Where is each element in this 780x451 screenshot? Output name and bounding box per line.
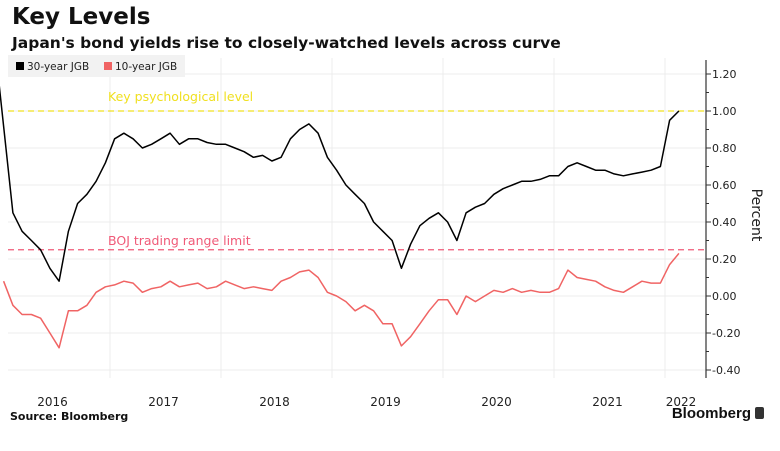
legend-label: 10-year JGB — [115, 61, 177, 73]
y-tick-label: 1.20 — [712, 68, 737, 81]
x-tick-label: 2022 — [666, 395, 697, 409]
reference-lines: Key psychological level BOJ trading range… — [8, 89, 706, 251]
legend-box — [8, 55, 185, 77]
brand-text: Bloomberg — [671, 405, 751, 422]
y-tick-label: 1.00 — [712, 105, 737, 118]
y-axis: 1.20 1.00 0.80 0.60 0.40 0.20 0.00 -0.20 -0.40 Pe… — [705, 60, 764, 378]
series-lines — [0, 85, 680, 349]
y-tick-label: 0.40 — [712, 216, 737, 229]
y-tick-label: 0.20 — [712, 253, 737, 266]
x-axis: 2016 2017 2018 2019 2020 2021 2022 — [37, 395, 696, 409]
x-tick-label: 2016 — [37, 395, 68, 409]
reference-label: Key psychological level — [108, 89, 253, 104]
legend-label: 30-year JGB — [27, 61, 89, 73]
x-tick-label: 2021 — [592, 395, 623, 409]
source-note: Source: Bloomberg — [10, 410, 129, 423]
y-tick-label: -0.40 — [712, 364, 740, 377]
brand-logo: Bloomberg — [672, 405, 764, 422]
x-tick-label: 2019 — [370, 395, 401, 409]
y-axis-label: Percent — [748, 189, 764, 242]
bloomberg-icon — [755, 407, 764, 419]
series-line-30-year-jgb — [0, 85, 680, 282]
x-tick-label: 2020 — [481, 395, 512, 409]
legend-swatch — [104, 62, 112, 70]
y-tick-label: 0.80 — [712, 142, 737, 155]
x-tick-label: 2017 — [148, 395, 179, 409]
legend: 30-year JGB 10-year JGB — [8, 55, 185, 77]
y-tick-label: 0.00 — [712, 290, 737, 303]
y-tick-label: -0.20 — [712, 327, 740, 340]
series-line-10-year-jgb — [2, 252, 680, 349]
y-tick-label: 0.60 — [712, 179, 737, 192]
x-tick-label: 2018 — [259, 395, 290, 409]
chart-subtitle: Japan's bond yields rise to closely-watc… — [12, 34, 561, 52]
chart-title: Key Levels — [12, 4, 151, 30]
reference-label: BOJ trading range limit — [108, 233, 251, 248]
legend-swatch — [16, 62, 24, 70]
grid — [8, 58, 706, 378]
